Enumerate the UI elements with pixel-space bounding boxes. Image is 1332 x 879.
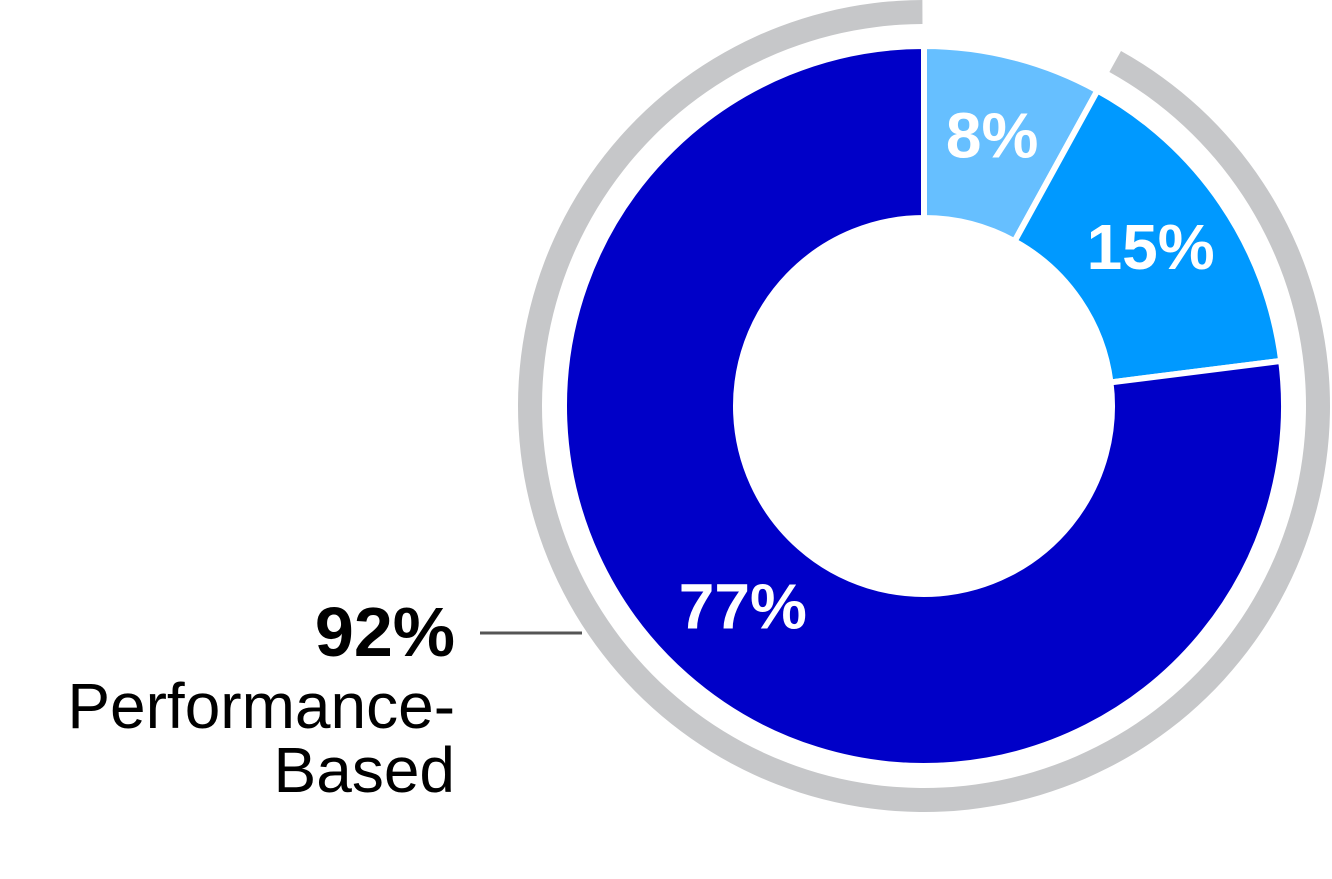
slice-label: 8% — [946, 100, 1039, 172]
annotation: 92% Performance-Based — [0, 590, 455, 802]
slice-label: 15% — [1087, 211, 1215, 283]
annotation-text: Performance-Based — [67, 670, 455, 806]
slice — [1010, 86, 1285, 386]
slice-label: 77% — [679, 570, 807, 642]
slice — [560, 42, 1287, 769]
annotation-value: 92% — [314, 593, 455, 671]
